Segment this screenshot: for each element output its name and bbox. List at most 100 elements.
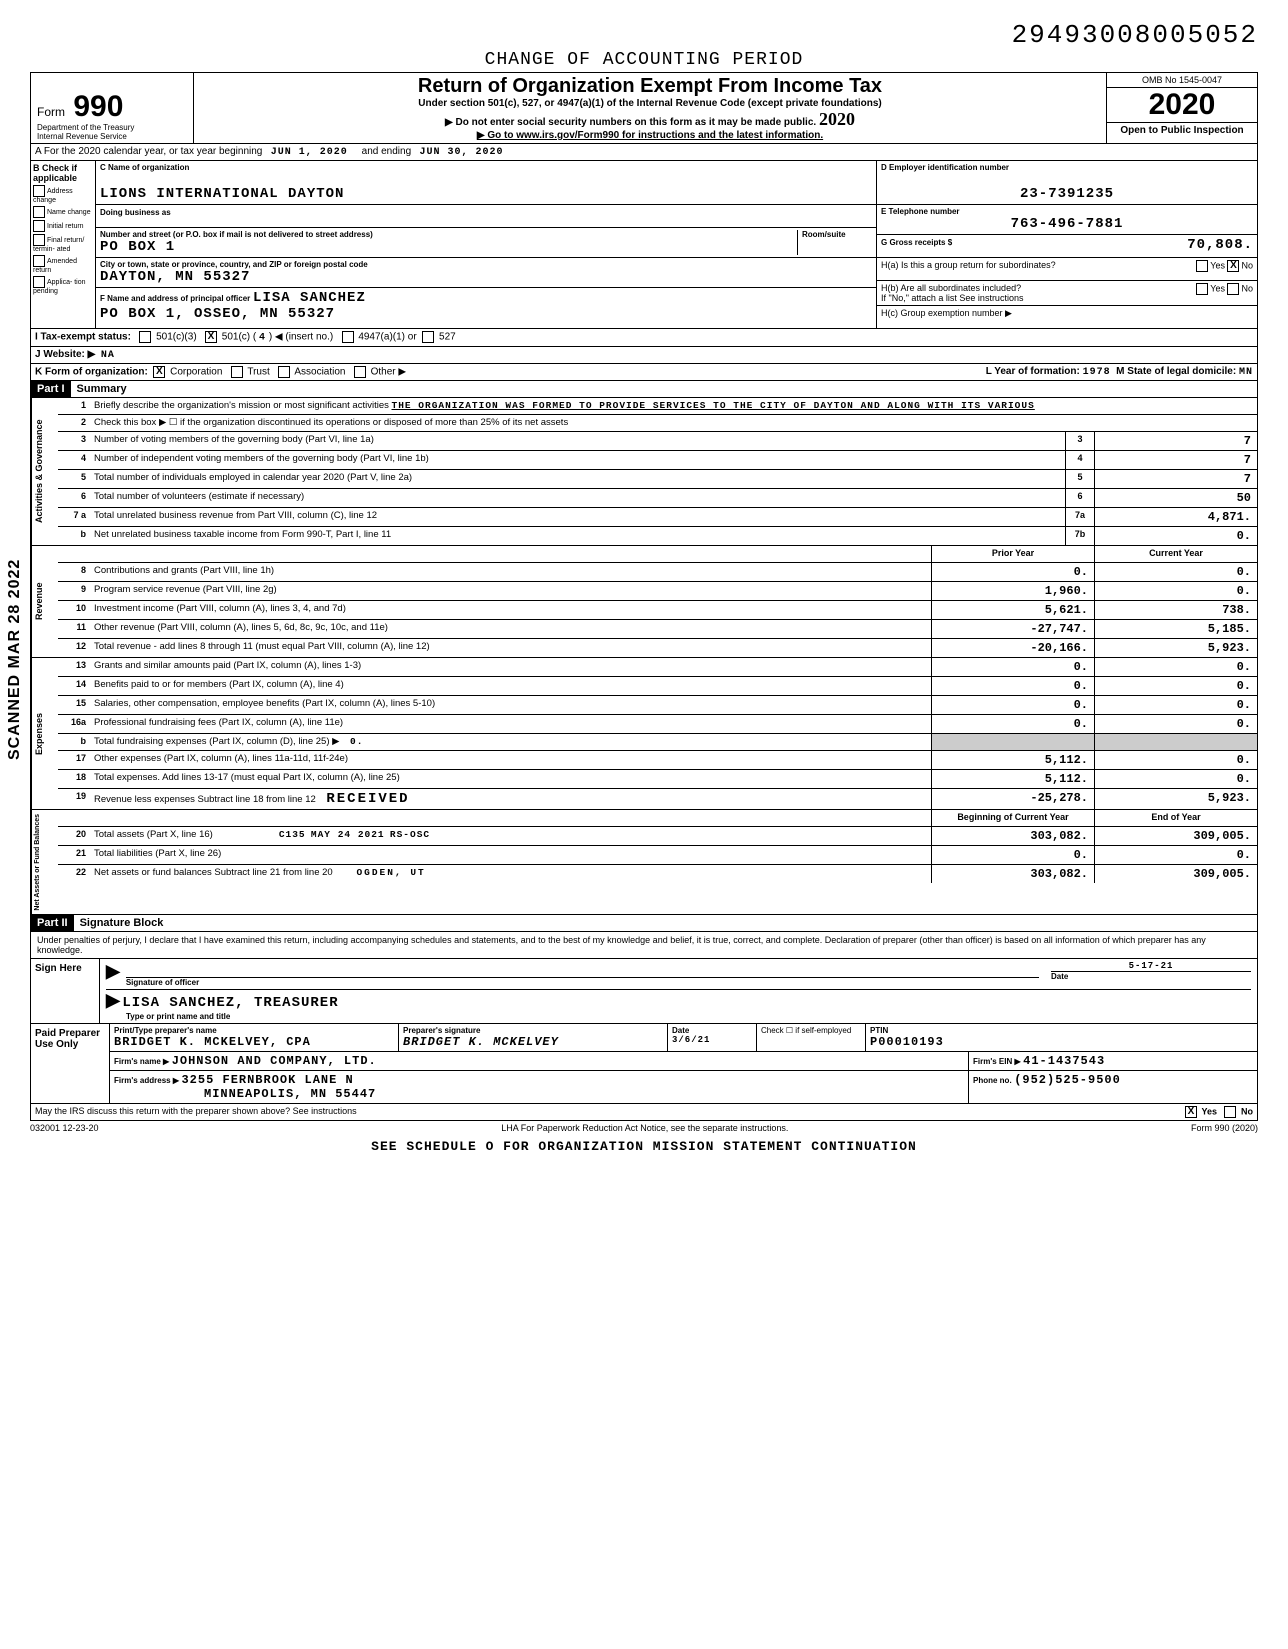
chk-amended-return[interactable] bbox=[33, 255, 45, 267]
chk-hb-yes[interactable] bbox=[1196, 283, 1208, 295]
firm-name: JOHNSON AND COMPANY, LTD. bbox=[172, 1054, 377, 1068]
prep-sig: BRIDGET K. MCKELVEY bbox=[403, 1035, 663, 1049]
line20-prior: 303,082. bbox=[931, 827, 1094, 845]
dba-label: Doing business as bbox=[100, 208, 171, 217]
line9-desc: Program service revenue (Part VIII, line… bbox=[90, 582, 931, 600]
chk-other[interactable] bbox=[354, 366, 366, 378]
firm-name-label: Firm's name ▶ bbox=[114, 1057, 169, 1066]
line21-prior: 0. bbox=[931, 846, 1094, 864]
col-right: D Employer identification number 23-7391… bbox=[876, 161, 1257, 328]
state-domicile: MN bbox=[1239, 367, 1253, 378]
chk-address-change[interactable] bbox=[33, 185, 45, 197]
prep-name-label: Print/Type preparer's name bbox=[114, 1026, 394, 1035]
chk-name-change[interactable] bbox=[33, 206, 45, 218]
line4-desc: Number of independent voting members of … bbox=[90, 451, 1065, 469]
line9-cur: 0. bbox=[1094, 582, 1257, 600]
part2-header-row: Part II Signature Block bbox=[30, 915, 1258, 932]
line13-prior: 0. bbox=[931, 658, 1094, 676]
chk-discuss-no[interactable] bbox=[1224, 1106, 1236, 1118]
identity-grid: B Check if applicable Address change Nam… bbox=[30, 161, 1258, 329]
line17-cur: 0. bbox=[1094, 751, 1257, 769]
sign-date: 5-17-21 bbox=[1051, 961, 1251, 971]
city-state-zip: DAYTON, MN 55327 bbox=[100, 269, 872, 285]
opt-corporation: Corporation bbox=[170, 366, 222, 377]
chk-ha-no[interactable] bbox=[1227, 260, 1239, 272]
sub-title: Under section 501(c), 527, or 4947(a)(1)… bbox=[200, 98, 1100, 109]
line11-desc: Other revenue (Part VIII, column (A), li… bbox=[90, 620, 931, 638]
footer-code: 032001 12-23-20 bbox=[30, 1123, 99, 1133]
line6-desc: Total number of volunteers (estimate if … bbox=[90, 489, 1065, 507]
chk-final-return[interactable] bbox=[33, 234, 45, 246]
chk-527[interactable] bbox=[422, 331, 434, 343]
row-i-label: I Tax-exempt status: bbox=[35, 332, 131, 343]
title-center: Return of Organization Exempt From Incom… bbox=[194, 73, 1106, 143]
chk-association[interactable] bbox=[278, 366, 290, 378]
line18-cur: 0. bbox=[1094, 770, 1257, 788]
arrow-icon-2: ▶ bbox=[106, 990, 120, 1010]
chk-corporation[interactable] bbox=[153, 366, 165, 378]
line12-desc: Total revenue - add lines 8 through 11 (… bbox=[90, 639, 931, 657]
discuss-yes: Yes bbox=[1201, 1107, 1217, 1117]
hdr-prior: Prior Year bbox=[931, 546, 1094, 562]
line7a-box: 7a bbox=[1065, 508, 1094, 526]
opt-527: 527 bbox=[439, 332, 456, 343]
firm-ein-label: Firm's EIN ▶ bbox=[973, 1057, 1021, 1066]
ptin: P00010193 bbox=[870, 1035, 1253, 1049]
side-revenue: Revenue bbox=[31, 546, 58, 657]
opt-insert: ) ◀ (insert no.) bbox=[269, 332, 333, 343]
line19-prior: -25,278. bbox=[931, 789, 1094, 809]
ogden-stamp: OGDEN, UT bbox=[356, 867, 425, 878]
line16b-inline: 0. bbox=[350, 736, 363, 747]
line8-cur: 0. bbox=[1094, 563, 1257, 581]
tax-year-end: JUN 30, 2020 bbox=[419, 147, 503, 158]
line4-box: 4 bbox=[1065, 451, 1094, 469]
line17-desc: Other expenses (Part IX, column (A), lin… bbox=[90, 751, 931, 769]
insert-no: 4 bbox=[259, 333, 266, 344]
line11-cur: 5,185. bbox=[1094, 620, 1257, 638]
paid-preparer-block: Paid Preparer Use Only Print/Type prepar… bbox=[30, 1024, 1258, 1104]
chk-initial-return[interactable] bbox=[33, 220, 45, 232]
line18-prior: 5,112. bbox=[931, 770, 1094, 788]
chk-discuss-yes[interactable] bbox=[1185, 1106, 1197, 1118]
row-a-tax-year: A For the 2020 calendar year, or tax yea… bbox=[31, 144, 1257, 161]
chk-application-pending[interactable] bbox=[33, 276, 45, 288]
line10-cur: 738. bbox=[1094, 601, 1257, 619]
line15-cur: 0. bbox=[1094, 696, 1257, 714]
line3-desc: Number of voting members of the governin… bbox=[90, 432, 1065, 450]
line16a-cur: 0. bbox=[1094, 715, 1257, 733]
discuss-row: May the IRS discuss this return with the… bbox=[30, 1104, 1258, 1121]
chk-501c3[interactable] bbox=[139, 331, 151, 343]
perjury-declaration: Under penalties of perjury, I declare th… bbox=[31, 932, 1257, 959]
line12-prior: -20,166. bbox=[931, 639, 1094, 657]
chk-501c[interactable] bbox=[205, 331, 217, 343]
received-date-stamp: MAY 24 2021 bbox=[311, 829, 385, 840]
open-public: Open to Public Inspection bbox=[1107, 123, 1257, 138]
phone: 763-496-7881 bbox=[881, 216, 1253, 232]
line9-prior: 1,960. bbox=[931, 582, 1094, 600]
chk-hb-no[interactable] bbox=[1227, 283, 1239, 295]
ha-yes: Yes bbox=[1210, 260, 1225, 270]
line20-desc: Total assets (Part X, line 16) bbox=[94, 829, 213, 840]
part2-label: Part II bbox=[31, 915, 74, 931]
dln-number: 29493008005052 bbox=[1012, 20, 1258, 50]
line5-box: 5 bbox=[1065, 470, 1094, 488]
chk-trust[interactable] bbox=[231, 366, 243, 378]
paid-side-label: Paid Preparer Use Only bbox=[31, 1024, 110, 1103]
chk-ha-yes[interactable] bbox=[1196, 260, 1208, 272]
chk-4947[interactable] bbox=[342, 331, 354, 343]
firm-addr1: 3255 FERNBROOK LANE N bbox=[181, 1073, 353, 1087]
addr-label: Number and street (or P.O. box if mail i… bbox=[100, 230, 797, 239]
line7a-val: 4,871. bbox=[1094, 508, 1257, 526]
footer-lha: LHA For Paperwork Reduction Act Notice, … bbox=[501, 1123, 788, 1133]
firm-addr-label: Firm's address ▶ bbox=[114, 1076, 179, 1085]
line16a-prior: 0. bbox=[931, 715, 1094, 733]
self-employed-label: Check ☐ if self-employed bbox=[757, 1024, 866, 1051]
col-b-checkboxes: B Check if applicable Address change Nam… bbox=[31, 161, 96, 328]
hc-label: H(c) Group exemption number ▶ bbox=[881, 308, 1012, 318]
line13-cur: 0. bbox=[1094, 658, 1257, 676]
rs-osc-stamp: RS-OSC bbox=[390, 829, 430, 840]
change-of-period: CHANGE OF ACCOUNTING PERIOD bbox=[30, 50, 1258, 70]
org-name: LIONS INTERNATIONAL DAYTON bbox=[100, 186, 872, 202]
pointer-goto: ▶ Go to www.irs.gov/Form990 for instruct… bbox=[200, 130, 1100, 141]
sig-officer-label: Signature of officer bbox=[126, 978, 1039, 987]
